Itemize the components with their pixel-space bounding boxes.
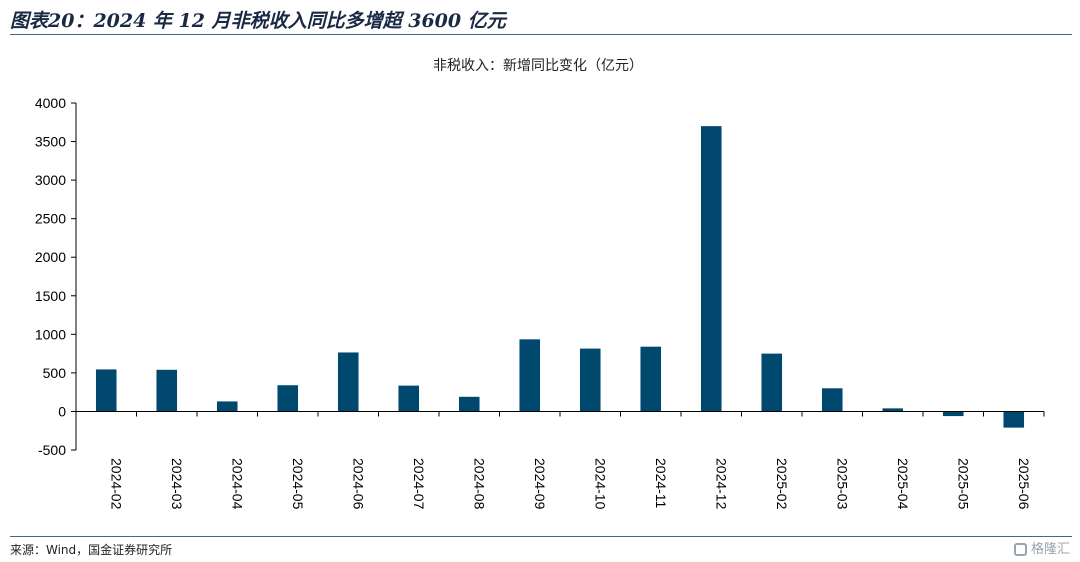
y-tick-label: 1500: [35, 288, 66, 304]
x-tick-label: 2025-03: [834, 458, 850, 510]
y-tick-label: 500: [43, 365, 67, 381]
bottom-divider: [10, 536, 1072, 537]
x-tick-label: 2024-10: [592, 458, 608, 510]
x-tick-label: 2025-06: [1016, 458, 1032, 510]
bar-2024-08: [458, 396, 480, 412]
x-tick-label: 2024-09: [532, 458, 548, 510]
bar-2024-10: [579, 348, 601, 412]
y-tick-label: 2000: [35, 249, 66, 265]
bar-2024-07: [398, 385, 420, 412]
bar-2024-03: [156, 369, 178, 412]
bar-2025-03: [821, 388, 843, 412]
bars: [95, 126, 1025, 428]
bar-2025-05: [942, 411, 964, 417]
y-axis: -500 0 500 1000 1500 2000 2500 3000 3500 4000: [35, 95, 77, 458]
bar-2024-11: [640, 346, 662, 412]
x-tick-label: 2024-02: [108, 458, 124, 510]
x-tick-label: 2025-04: [895, 458, 911, 510]
bar-2024-06: [337, 352, 359, 412]
x-tick-label: 2024-06: [350, 458, 366, 510]
bar-2025-06: [1003, 411, 1025, 428]
bar-chart: 非税收入：新增同比变化（亿元） -500 0 500 1000 1500 2000 2500…: [35, 58, 1045, 510]
x-tick-label: 2024-03: [169, 458, 185, 510]
y-tick-label: 3500: [35, 134, 66, 150]
bar-2024-02: [95, 369, 117, 412]
y-tick-label: -500: [38, 442, 66, 458]
chart-title: 非税收入：新增同比变化（亿元）: [433, 58, 643, 74]
x-tick-label: 2024-08: [471, 458, 487, 510]
x-tick-label: 2024-07: [411, 458, 427, 510]
bar-2024-04: [216, 401, 238, 412]
bar-2024-09: [519, 339, 541, 412]
watermark-text: 格隆汇: [1030, 542, 1070, 557]
x-tick-label: 2025-05: [955, 458, 971, 510]
figure-title: 图表20：2024 年 12 月非税收入同比多增超 3600 亿元: [10, 10, 506, 32]
y-tick-label: 3000: [35, 172, 66, 188]
x-tick-label: 2024-05: [290, 458, 306, 510]
x-tick-label: 2024-12: [713, 458, 729, 510]
x-tick-label: 2024-04: [229, 458, 245, 510]
top-divider: [10, 34, 1072, 35]
y-tick-label: 1000: [35, 326, 66, 342]
x-tick-label: 2025-02: [774, 458, 790, 510]
watermark-logo-icon: [1013, 543, 1027, 556]
bar-2025-04: [882, 408, 904, 412]
y-tick-label: 2500: [35, 211, 66, 227]
x-axis: 2024-02 2024-03 2024-04 2024-05 2024-06 2024-…: [75, 410, 1045, 510]
watermark: 格隆汇: [1013, 538, 1070, 557]
y-tick-label: 4000: [35, 95, 66, 111]
source-note: 来源：Wind，国金证券研究所: [10, 543, 173, 557]
bar-2025-02: [761, 353, 783, 412]
bar-2024-05: [277, 385, 299, 412]
bar-2024-12: [700, 126, 722, 412]
y-tick-label: 0: [58, 403, 66, 419]
x-tick-label: 2024-11: [653, 458, 669, 509]
